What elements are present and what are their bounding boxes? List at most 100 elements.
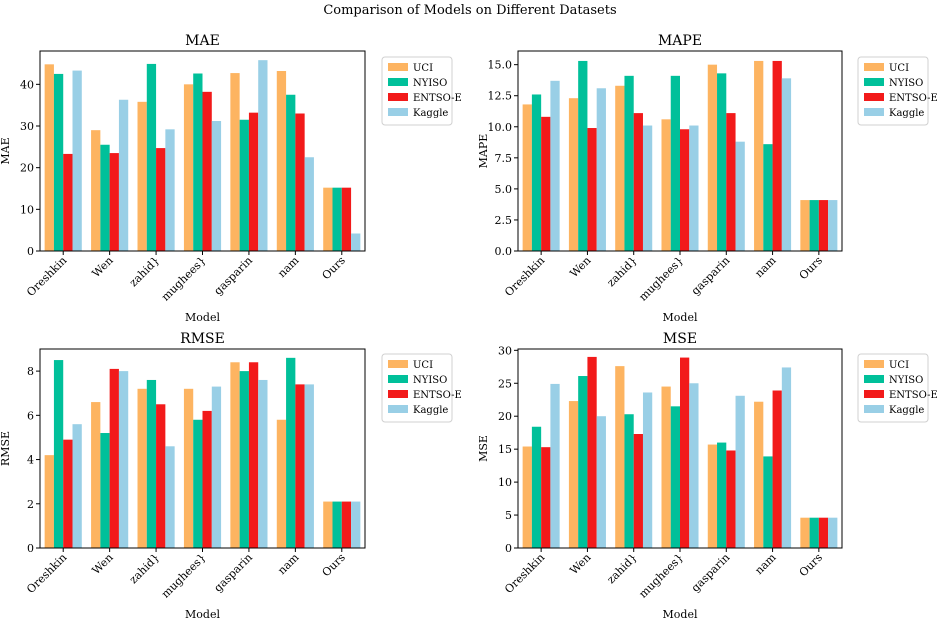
legend-swatch-kaggle [388, 108, 408, 116]
bar-entso-e-zahid [156, 404, 166, 548]
bar-nyiso-oreshkin [53, 73, 64, 251]
x-tick-label-oreshkin: Oreshkin [502, 254, 547, 299]
y-tick-label: 12.5 [488, 90, 513, 103]
y-tick-label: 30 [498, 344, 512, 357]
x-tick-label-gasparin: gasparin [211, 254, 255, 298]
legend-swatch-entso-e [864, 93, 884, 101]
bar-kaggle-nam [781, 367, 792, 548]
legend-swatch-uci [864, 360, 884, 368]
x-tick-label-ours: Ours [320, 551, 349, 580]
bar-nyiso-wen [578, 60, 588, 251]
bar-uci-ours [323, 187, 333, 251]
bar-entso-e-nam [295, 384, 305, 548]
chart-title: MAPE [658, 33, 702, 49]
bar-uci-oreshkin [44, 64, 54, 251]
bar-nyiso-zahid [146, 379, 157, 548]
bar-uci-zahid [137, 101, 147, 251]
legend-swatch-uci [864, 63, 884, 71]
legend-swatch-entso-e [864, 390, 884, 398]
bar-uci-zahid [137, 388, 147, 548]
bar-entso-e-oreshkin [63, 153, 73, 251]
y-axis-label: MAE [0, 137, 12, 164]
bar-entso-e-ours [341, 187, 352, 251]
bar-uci-zahid [615, 366, 625, 548]
y-tick-label: 20 [498, 410, 512, 423]
x-tick-label-zahid: zahid} [127, 254, 162, 289]
bar-nyiso-nam [286, 94, 296, 251]
bar-kaggle-nam [781, 78, 792, 251]
bar-nyiso-mughees [670, 75, 680, 251]
y-tick-label: 6 [27, 409, 34, 422]
y-tick-label: 15.0 [488, 59, 513, 72]
bar-nyiso-wen [100, 144, 110, 251]
x-tick-label-wen: Wen [567, 551, 593, 577]
bar-uci-wen [568, 98, 579, 251]
y-axis-label: RMSE [0, 431, 12, 466]
bar-entso-e-mughees [202, 410, 212, 548]
legend-swatch-kaggle [864, 405, 884, 413]
bar-kaggle-gasparin [735, 141, 745, 251]
x-tick-label-mughees: mughees} [636, 254, 686, 304]
legend-swatch-nyiso [864, 375, 884, 383]
bar-nyiso-wen [578, 376, 588, 548]
bar-kaggle-mughees [689, 383, 699, 548]
chart-title: MSE [663, 331, 697, 347]
chart-mae: 0 10 20 30 40 Oreshkin Wen zahid}mughees} gaspar… [0, 33, 462, 324]
bar-uci-gasparin [230, 73, 240, 251]
y-tick-label: 8 [27, 365, 34, 378]
legend: UCI NYISO ENTSO-E Kaggle [381, 353, 462, 423]
bar-nyiso-oreshkin [531, 426, 542, 548]
legend-label-nyiso: NYISO [889, 78, 923, 89]
x-tick-label-zahid: zahid} [127, 551, 162, 586]
x-tick-label-wen: Wen [567, 254, 593, 280]
bar-entso-e-ours [818, 517, 829, 548]
bar-kaggle-wen [596, 416, 606, 548]
y-tick-label: 10 [20, 203, 34, 216]
x-axis-label: Model [185, 608, 220, 618]
bar-entso-e-oreshkin [541, 116, 551, 251]
bar-entso-e-zahid [156, 148, 166, 251]
bar-nyiso-wen [100, 433, 110, 548]
bar-uci-oreshkin [522, 446, 532, 548]
legend: UCI NYISO ENTSO-E Kaggle [381, 56, 462, 126]
bar-nyiso-gasparin [717, 442, 727, 548]
y-tick-label: 15 [498, 443, 512, 456]
chart-mape: 0.0 2.5 5.0 7.5 10.0 12.5 15.0 Oreshkin Wen zahid… [477, 33, 938, 324]
y-tick-label: 0 [27, 542, 34, 555]
bar-uci-zahid [615, 85, 625, 251]
bar-entso-e-gasparin [726, 113, 736, 251]
bar-entso-e-wen [587, 356, 597, 548]
legend-swatch-entso-e [388, 93, 408, 101]
legend-swatch-nyiso [864, 78, 884, 86]
x-tick-label-ours: Ours [797, 551, 826, 580]
legend-label-kaggle: Kaggle [413, 405, 448, 416]
x-tick-label-nam: nam [275, 254, 302, 281]
bar-kaggle-oreshkin [550, 383, 560, 548]
bar-kaggle-ours [828, 200, 838, 251]
bar-uci-wen [568, 401, 579, 548]
y-tick-label: 30 [20, 120, 34, 133]
legend-label-nyiso: NYISO [413, 375, 447, 386]
y-tick-label: 5.0 [495, 183, 513, 196]
legend-label-entso-e: ENTSO-E [889, 390, 938, 401]
bar-uci-nam [276, 71, 287, 251]
chart-title: RMSE [180, 331, 225, 347]
bar-entso-e-mughees [680, 357, 690, 548]
y-tick-label: 7.5 [495, 152, 513, 165]
y-tick-label: 0.0 [495, 245, 513, 258]
bar-nyiso-nam [763, 144, 773, 251]
x-tick-label-nam: nam [752, 254, 779, 281]
legend-label-kaggle: Kaggle [889, 405, 924, 416]
y-tick-label: 2.5 [495, 214, 513, 227]
bar-uci-mughees [183, 84, 194, 251]
legend-label-uci: UCI [889, 360, 909, 371]
bar-entso-e-mughees [680, 129, 690, 251]
bar-nyiso-gasparin [717, 73, 727, 251]
bar-kaggle-oreshkin [72, 424, 82, 548]
x-tick-label-zahid: zahid} [604, 551, 639, 586]
x-tick-label-oreshkin: Oreshkin [24, 254, 69, 299]
bar-kaggle-mughees [211, 121, 222, 251]
bar-entso-e-zahid [633, 434, 643, 548]
x-tick-label-mughees: mughees} [159, 254, 209, 304]
